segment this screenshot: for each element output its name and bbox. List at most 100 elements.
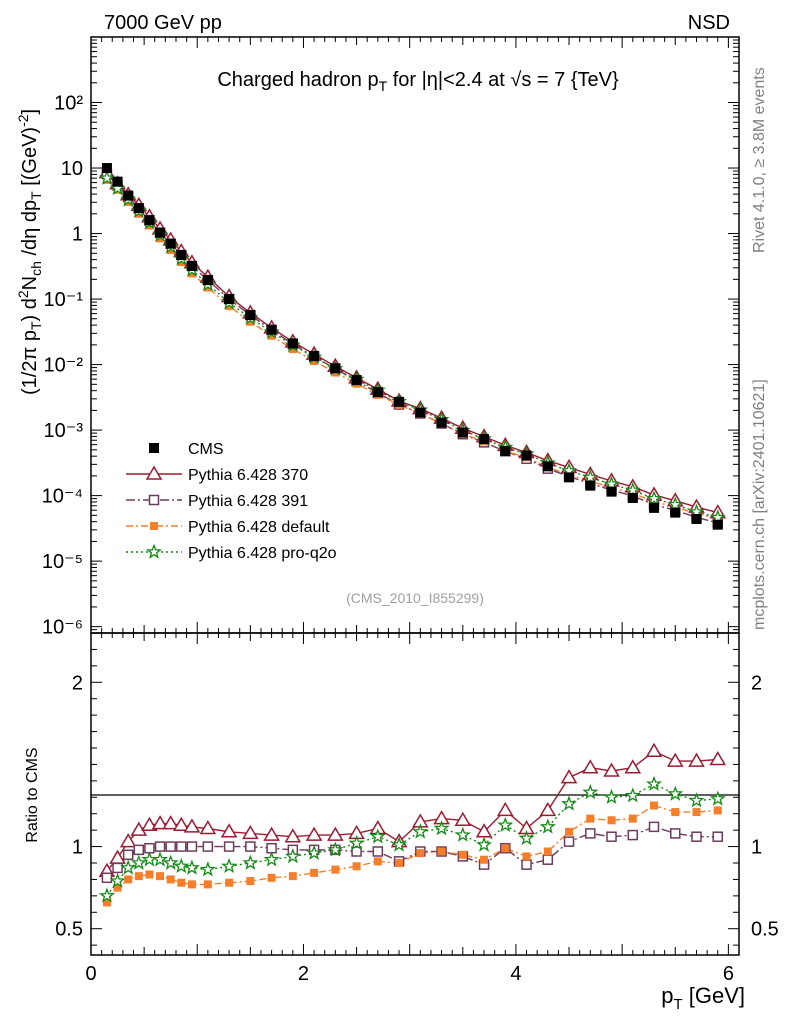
data-point xyxy=(670,507,681,518)
ratio-point xyxy=(112,862,123,874)
ratio-point xyxy=(199,820,217,835)
legend-marker xyxy=(149,443,159,453)
ratio-point xyxy=(162,815,179,830)
data-point xyxy=(436,417,447,428)
y-tick-label: 10⁻³ xyxy=(44,420,84,442)
legend-marker xyxy=(146,543,162,559)
ratio-point xyxy=(395,859,404,867)
data-point xyxy=(123,190,134,201)
legend-marker xyxy=(145,465,163,480)
ratio-point xyxy=(692,808,701,817)
side-text-bottom: mcplots.cern.ch [arXiv:2401.10621] xyxy=(751,379,768,630)
ratio-point xyxy=(454,826,471,842)
ratio-point xyxy=(581,759,599,774)
data-point xyxy=(266,324,277,335)
series-point xyxy=(582,469,599,485)
data-point xyxy=(165,238,176,249)
ratio-point xyxy=(284,848,301,864)
ratio-line xyxy=(106,783,718,897)
ratio-point xyxy=(267,873,276,882)
ratio-point xyxy=(542,854,554,865)
ratio-point xyxy=(624,787,641,803)
ratio-point xyxy=(582,784,599,800)
ratio-point xyxy=(586,814,595,823)
ratio-point xyxy=(352,862,361,871)
data-point xyxy=(202,275,213,286)
ratio-point xyxy=(603,788,620,805)
ratio-point xyxy=(603,762,620,777)
ratio-point xyxy=(305,826,323,841)
ratio-point xyxy=(102,898,111,907)
ratio-y-label: Ratio to CMS xyxy=(24,747,41,842)
ratio-point xyxy=(645,742,663,758)
ratio-point xyxy=(187,880,196,889)
y-tick-label: 10⁻⁶ xyxy=(42,617,83,639)
data-point xyxy=(144,215,155,226)
ratio-point xyxy=(130,854,147,870)
data-point xyxy=(287,338,298,349)
ratio-point xyxy=(391,836,407,852)
x-tick-label: 4 xyxy=(510,963,521,985)
y-tick-label: 10⁻⁴ xyxy=(42,486,83,508)
ratio-panel: 0 2 4 60.5 0.51 12 2 Ratio to CMS pT [GeV] xyxy=(24,632,779,1013)
ratio-point xyxy=(667,785,684,801)
ratio-point xyxy=(522,852,531,861)
ratio-point xyxy=(183,859,200,875)
ratio-point xyxy=(242,854,259,870)
main-series xyxy=(98,163,727,530)
ratio-point xyxy=(331,865,340,874)
ratio-line xyxy=(106,826,718,879)
data-point xyxy=(224,294,235,305)
y-tick-label: 10⁻² xyxy=(44,355,84,377)
ratio-point xyxy=(145,870,154,879)
ratio-point xyxy=(650,801,659,810)
ratio-point xyxy=(416,849,425,858)
ratio-point xyxy=(646,775,662,791)
ratio-point xyxy=(288,872,297,881)
data-point xyxy=(330,363,341,374)
ratio-point xyxy=(433,820,450,836)
data-point xyxy=(649,502,660,513)
data-point xyxy=(457,427,468,438)
ratio-ticks: 0 2 4 6 0.5 0.5 1 1 2 2 xyxy=(55,633,779,985)
ratio-point xyxy=(585,828,596,839)
data-point xyxy=(186,260,197,271)
data-point xyxy=(112,176,123,187)
ratio-point xyxy=(624,759,642,774)
ratio-point xyxy=(144,842,155,854)
series-point xyxy=(187,269,196,278)
ratio-point xyxy=(306,844,323,860)
ratio-point xyxy=(99,887,115,903)
ratio-point xyxy=(242,824,259,840)
ratio-point xyxy=(141,816,158,831)
ratio-point xyxy=(177,878,186,887)
header-left: 7000 GeV pp xyxy=(104,12,222,34)
ratio-point xyxy=(162,854,179,870)
legend-marker xyxy=(150,522,158,530)
ratio-point xyxy=(154,841,166,852)
legend-label: Pythia 6.428 default xyxy=(188,519,330,536)
ratio-point xyxy=(351,846,362,857)
ratio-point xyxy=(369,828,386,844)
legend-marker xyxy=(148,494,160,506)
data-point xyxy=(627,492,638,503)
ratio-point xyxy=(245,841,256,852)
ratio-point xyxy=(454,811,472,827)
ratio-point xyxy=(560,769,578,784)
ratio-point xyxy=(327,841,344,857)
ratio-line xyxy=(106,804,718,903)
ratio-point xyxy=(173,857,190,873)
ratio-point xyxy=(120,859,137,875)
ratio-point xyxy=(713,806,722,815)
main-y-ticks: 10⁻⁶ 10⁻⁵ 10⁻⁴ 10⁻³ 10⁻² 10⁻¹ 1 10 10² xyxy=(42,39,739,639)
ratio-point xyxy=(199,861,216,877)
data-point xyxy=(245,310,256,321)
ratio-point xyxy=(166,875,175,884)
data-point xyxy=(394,396,405,407)
ratio-point xyxy=(113,883,122,892)
ratio-point xyxy=(372,846,384,857)
ratio-point xyxy=(606,831,617,842)
watermark: (CMS_2010_I855299) xyxy=(346,590,484,606)
ratio-y-tick-label: 1 xyxy=(751,837,762,859)
